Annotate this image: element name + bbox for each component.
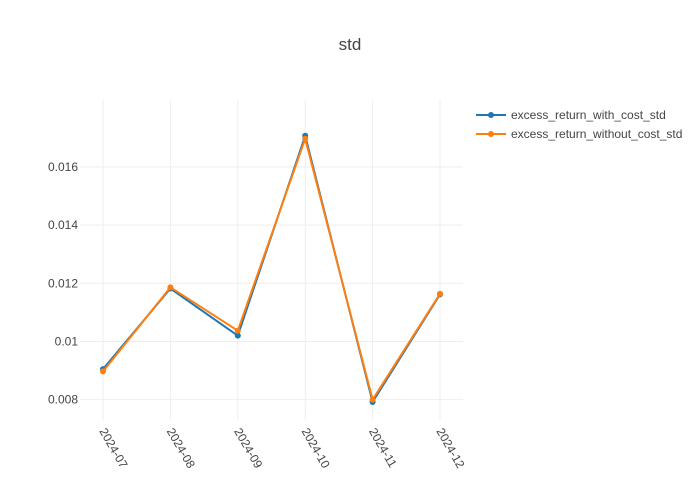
- legend[interactable]: excess_return_with_cost_std excess_return…: [476, 108, 682, 141]
- y-tick-label: 0.016: [48, 160, 78, 174]
- legend-item[interactable]: excess_return_with_cost_std: [476, 108, 666, 122]
- legend-marker: [488, 131, 494, 137]
- x-tick-label: 2024-12: [433, 426, 467, 471]
- series-1-point[interactable]: [302, 135, 309, 142]
- series-1-point[interactable]: [167, 284, 174, 291]
- series-1-point[interactable]: [100, 368, 106, 375]
- grid-lines: [80, 100, 463, 420]
- y-tick-label: 0.014: [48, 218, 78, 232]
- legend-label: excess_return_with_cost_std: [511, 108, 666, 122]
- y-tick-label: 0.012: [48, 276, 78, 290]
- x-tick-label: 2024-11: [366, 426, 400, 471]
- series-1-point[interactable]: [437, 290, 443, 297]
- series-line-0: [102, 134, 441, 403]
- y-tick-label: 0.008: [48, 393, 78, 407]
- x-tick-label: 2024-09: [231, 426, 265, 471]
- x-tick-label: 2024-10: [299, 426, 333, 471]
- series-layer: [100, 132, 443, 405]
- x-tick-label: 2024-07: [96, 426, 130, 471]
- chart-title: std: [339, 35, 362, 54]
- legend-marker: [488, 112, 494, 118]
- series-0-point[interactable]: [234, 332, 241, 339]
- series-1-point[interactable]: [234, 327, 241, 334]
- x-axis: 2024-07 2024-08 2024-09 2024-10 2024-11 2024-…: [96, 426, 467, 471]
- legend-item[interactable]: excess_return_without_cost_std: [476, 127, 682, 141]
- legend-label: excess_return_without_cost_std: [511, 127, 682, 141]
- series-1-point[interactable]: [369, 396, 376, 403]
- series-line-1: [102, 137, 441, 401]
- y-axis: 0.008 0.01 0.012 0.014 0.016: [48, 160, 78, 407]
- x-tick-label: 2024-08: [164, 426, 198, 471]
- y-tick-label: 0.01: [55, 334, 79, 348]
